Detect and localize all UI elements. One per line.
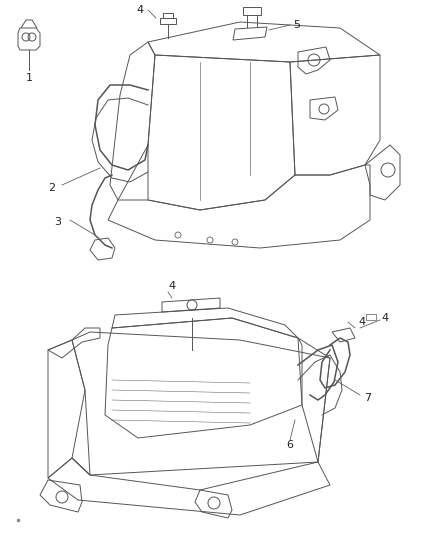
Text: 7: 7 <box>364 393 371 403</box>
Text: 3: 3 <box>54 217 61 227</box>
Text: 4: 4 <box>381 313 389 323</box>
Text: 4: 4 <box>358 317 366 327</box>
Text: 4: 4 <box>137 5 144 15</box>
Text: 2: 2 <box>49 183 56 193</box>
Text: 4: 4 <box>169 281 176 291</box>
Text: 5: 5 <box>293 20 300 30</box>
Text: 1: 1 <box>25 73 32 83</box>
Text: 6: 6 <box>286 440 293 450</box>
